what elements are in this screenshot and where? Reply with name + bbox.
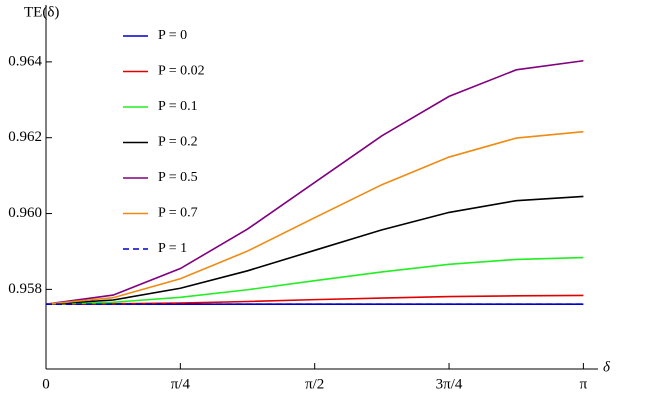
legend-label: P = 0.5 (158, 170, 198, 185)
legend-label: P = 1 (158, 241, 187, 256)
legend-label: P = 0.1 (158, 99, 198, 114)
y-tick-label: 0.962 (8, 129, 42, 145)
x-tick-label: π (580, 376, 588, 392)
y-tick-label: 0.958 (8, 281, 42, 297)
y-axis-label: TE(δ) (24, 4, 59, 20)
legend-label: P = 0.02 (158, 64, 205, 79)
series-line (45, 130, 584, 305)
y-tick-label: 0.960 (8, 205, 42, 221)
x-axis-label: δ (603, 359, 611, 375)
series-line (45, 59, 584, 305)
y-tick-label: 0.964 (8, 53, 42, 69)
x-tick-label: 3π/4 (436, 376, 463, 392)
series-line (45, 294, 584, 305)
series-line (45, 195, 584, 305)
legend-label: P = 0.7 (158, 206, 198, 221)
legend-label: P = 0 (158, 28, 187, 43)
legend-label: P = 0.2 (158, 135, 198, 150)
x-tick-label: π/2 (305, 376, 324, 392)
x-tick-label: 0 (42, 376, 50, 392)
x-tick-label: π/4 (171, 376, 191, 392)
series-line (45, 256, 584, 305)
